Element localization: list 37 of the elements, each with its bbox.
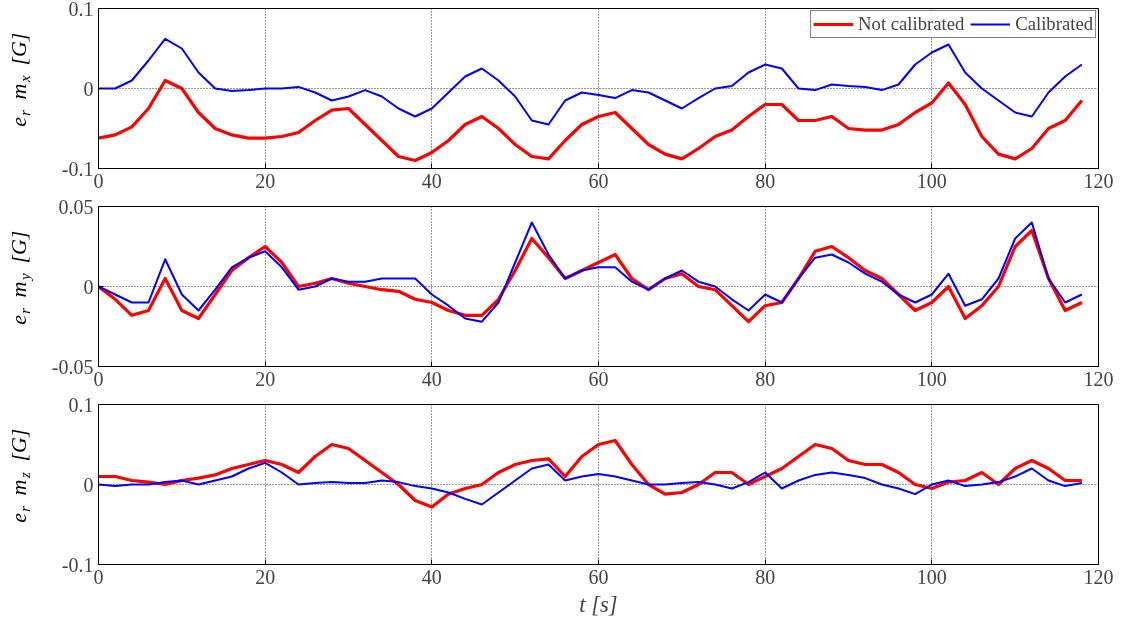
- x-tick-label: 20: [255, 169, 276, 192]
- x-tick-label: 60: [588, 565, 609, 588]
- x-tick-label: 40: [421, 367, 442, 390]
- x-tick-label: 60: [588, 169, 609, 192]
- y-axis-title: er my [G]: [5, 230, 33, 325]
- legend-label: Not calibrated: [858, 13, 965, 35]
- line-series: [98, 78, 1084, 163]
- line-series: [98, 438, 1084, 509]
- x-tick-label: 120: [1083, 367, 1114, 390]
- x-tick-label: 40: [421, 565, 442, 588]
- line-series: [98, 37, 1083, 126]
- x-tick-label: 120: [1083, 169, 1114, 192]
- y-axis-title: er mz [G]: [5, 428, 33, 523]
- x-tick-label: 80: [755, 367, 776, 390]
- y-tick-label: 0.1: [68, 393, 94, 416]
- y-tick-label: 0: [83, 473, 94, 496]
- y-axis-title: er mx [G]: [5, 32, 33, 127]
- x-tick-label: 120: [1083, 565, 1114, 588]
- x-tick-label: 100: [916, 367, 947, 390]
- x-tick-label: 40: [421, 169, 442, 192]
- y-tick-label: 0.05: [58, 195, 94, 218]
- y-tick-label: 0: [83, 275, 94, 298]
- x-tick-label: 100: [916, 565, 947, 588]
- y-tick-label: -0.1: [61, 157, 94, 180]
- line-series: [98, 461, 1083, 506]
- y-tick-label: 0.1: [68, 0, 94, 20]
- y-tick-label: 0: [83, 77, 94, 100]
- x-tick-label: 80: [755, 565, 776, 588]
- x-tick-label: 20: [255, 367, 276, 390]
- x-axis-title: t [s]: [579, 591, 618, 617]
- x-tick-label: 100: [916, 169, 947, 192]
- x-tick-label: 20: [255, 565, 276, 588]
- x-tick-label: 60: [588, 367, 609, 390]
- y-tick-label: -0.05: [51, 355, 94, 378]
- x-tick-label: 80: [755, 169, 776, 192]
- legend-label: Calibrated: [1015, 13, 1093, 35]
- y-tick-label: -0.1: [61, 553, 94, 576]
